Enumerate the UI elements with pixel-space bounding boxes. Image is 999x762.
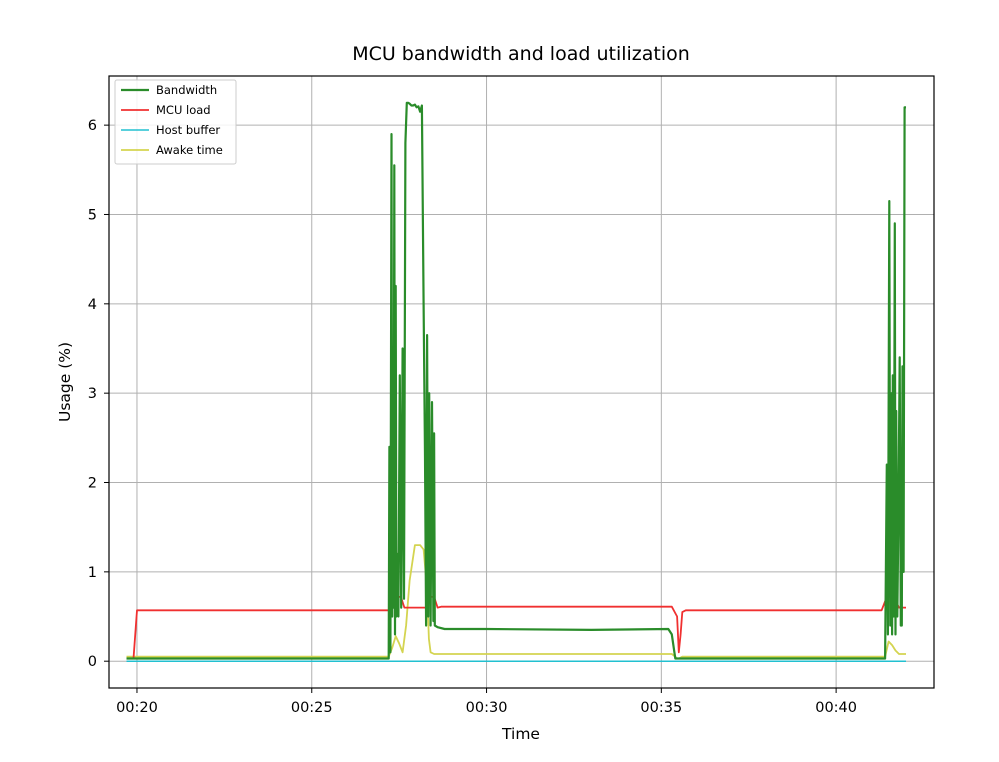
y-tick-label: 6 xyxy=(88,118,97,134)
chart-title: MCU bandwidth and load utilization xyxy=(352,43,690,65)
x-tick-label: 00:30 xyxy=(466,700,508,716)
legend-label: Awake time xyxy=(156,143,223,157)
grid xyxy=(109,76,934,688)
y-tick-label: 4 xyxy=(88,297,97,313)
x-axis-label: Time xyxy=(501,725,540,743)
x-tick-label: 00:35 xyxy=(640,700,682,716)
y-tick-label: 3 xyxy=(88,386,97,402)
legend: Bandwidth MCU load Host buffer Awake time xyxy=(114,79,237,165)
y-axis-label: Usage (%) xyxy=(56,342,74,422)
plot-frame xyxy=(108,75,935,689)
x-tick-label: 00:40 xyxy=(815,700,857,716)
series-line-bandwidth xyxy=(126,101,906,660)
legend-label: Bandwidth xyxy=(156,83,217,97)
y-tick-label: 5 xyxy=(88,207,97,223)
x-axis: 00:20 00:25 00:30 00:35 00:40 xyxy=(116,688,857,716)
plot-series xyxy=(126,101,906,662)
y-tick-label: 2 xyxy=(88,476,97,492)
x-tick-label: 00:25 xyxy=(291,700,333,716)
legend-box xyxy=(114,79,237,165)
legend-label: MCU load xyxy=(156,103,211,117)
series-line-mcu-load xyxy=(126,596,906,660)
x-tick-label: 00:20 xyxy=(116,700,158,716)
y-tick-label: 1 xyxy=(88,565,97,581)
y-tick-label: 0 xyxy=(88,654,97,670)
series-line-awake-time xyxy=(126,544,906,660)
legend-label: Host buffer xyxy=(156,123,220,137)
y-axis: 0 1 2 3 4 5 6 xyxy=(88,118,109,670)
